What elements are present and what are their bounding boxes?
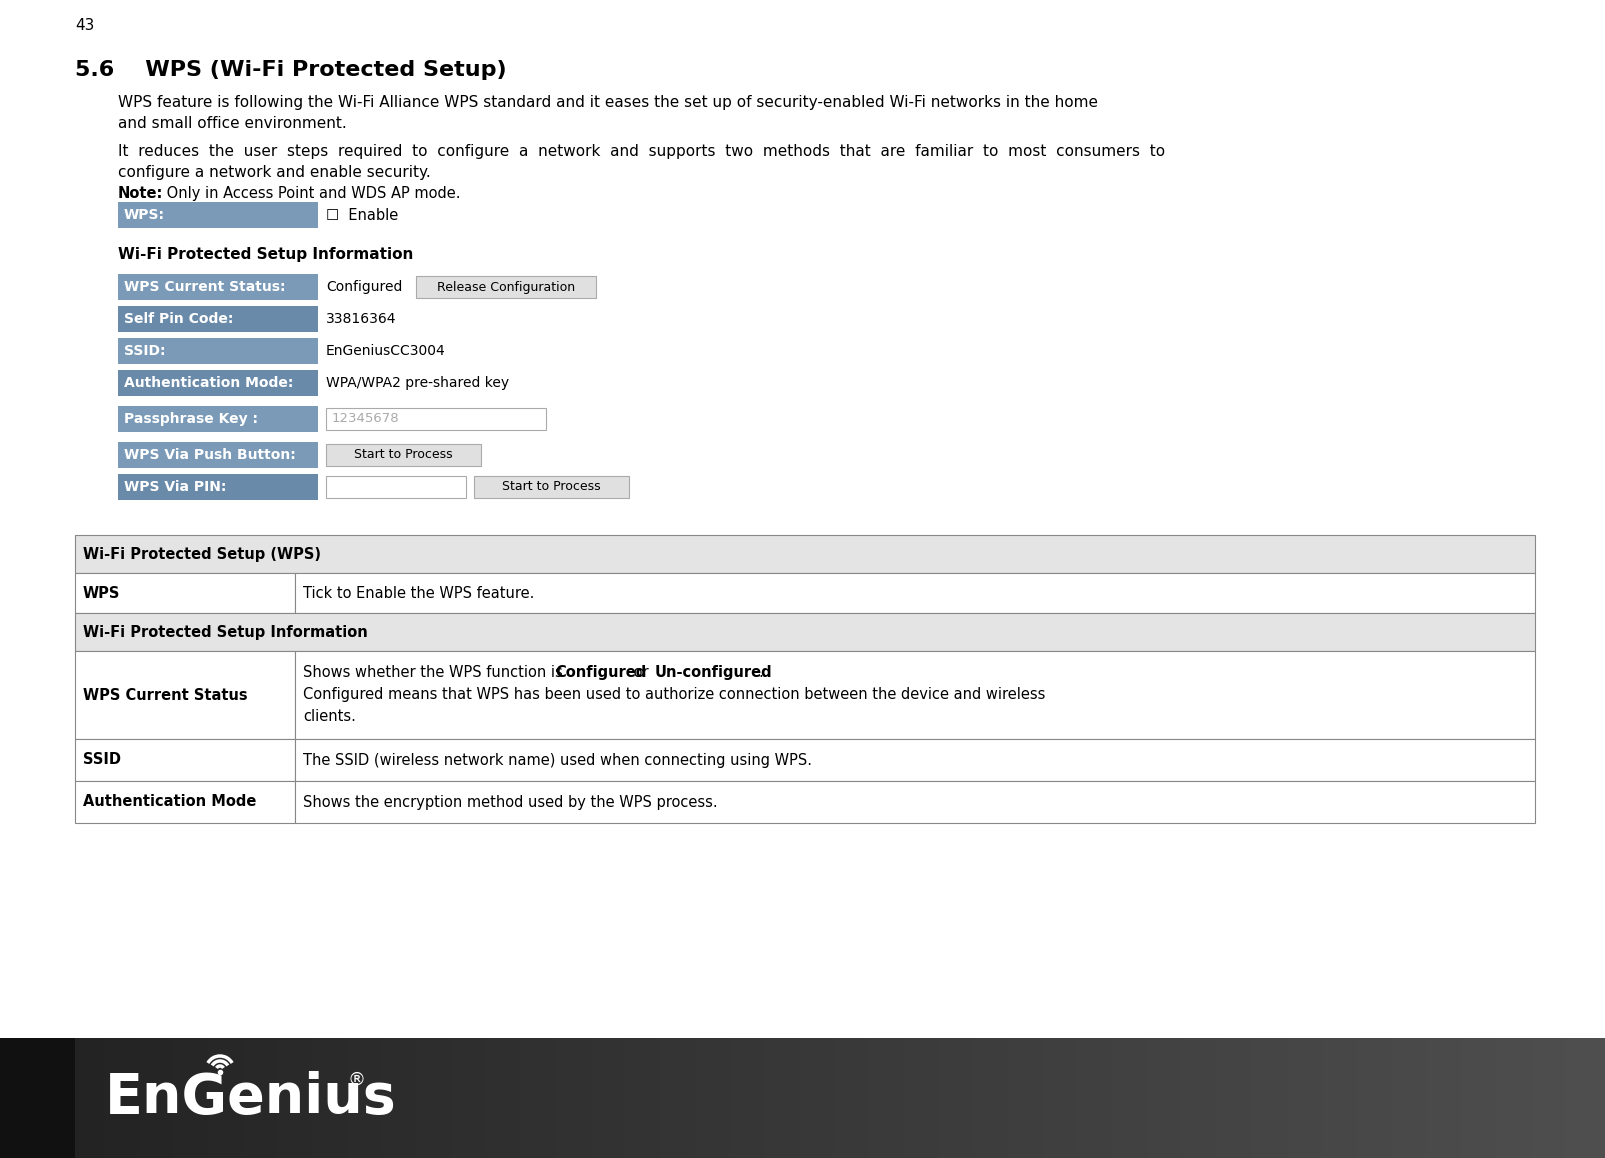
Text: Self Pin Code:: Self Pin Code: (124, 312, 233, 327)
Text: SSID: SSID (83, 753, 120, 768)
Text: Note:: Note: (117, 186, 164, 201)
Bar (117, 306, 318, 332)
Text: WPS Via PIN:: WPS Via PIN: (124, 481, 226, 494)
Text: Wi-Fi Protected Setup Information: Wi-Fi Protected Setup Information (117, 247, 412, 262)
Text: ☐  Enable: ☐ Enable (326, 207, 398, 222)
Text: The SSID (wireless network name) used when connecting using WPS.: The SSID (wireless network name) used wh… (303, 753, 812, 768)
Text: WPS feature is following the Wi-Fi Alliance WPS standard and it eases the set up: WPS feature is following the Wi-Fi Allia… (117, 95, 1098, 110)
Bar (326, 408, 546, 430)
Text: clients.: clients. (303, 709, 356, 724)
Text: or: or (629, 665, 653, 680)
Text: Configured: Configured (555, 665, 645, 680)
Text: It  reduces  the  user  steps  required  to  configure  a  network  and  support: It reduces the user steps required to co… (117, 144, 1164, 159)
Text: WPS Via Push Button:: WPS Via Push Button: (124, 448, 295, 462)
Text: Authentication Mode:: Authentication Mode: (124, 376, 294, 390)
Text: Release Configuration: Release Configuration (437, 280, 575, 293)
Text: WPA/WPA2 pre-shared key: WPA/WPA2 pre-shared key (326, 376, 509, 390)
Bar (117, 201, 318, 228)
Bar (117, 406, 318, 432)
Bar (117, 338, 318, 364)
Text: Start to Process: Start to Process (502, 481, 600, 493)
Text: .: . (758, 665, 762, 680)
Text: Shows whether the WPS function is: Shows whether the WPS function is (303, 665, 567, 680)
Text: 43: 43 (75, 19, 95, 32)
Bar (295, 780, 1534, 823)
Text: Authentication Mode: Authentication Mode (83, 794, 257, 809)
Text: WPS Current Status:: WPS Current Status: (124, 280, 286, 294)
Text: 5.6    WPS (Wi-Fi Protected Setup): 5.6 WPS (Wi-Fi Protected Setup) (75, 60, 506, 80)
Text: Wi-Fi Protected Setup Information: Wi-Fi Protected Setup Information (83, 624, 368, 639)
Text: WPS: WPS (83, 586, 120, 601)
Text: Shows the encryption method used by the WPS process.: Shows the encryption method used by the … (303, 794, 717, 809)
Text: WPS Current Status: WPS Current Status (83, 688, 247, 703)
Text: SSID:: SSID: (124, 344, 165, 358)
Text: Passphrase Key :: Passphrase Key : (124, 412, 258, 426)
Bar (326, 476, 465, 498)
Text: WPS:: WPS: (124, 208, 165, 222)
Bar (117, 371, 318, 396)
Bar (75, 535, 1534, 573)
Bar (295, 739, 1534, 780)
Bar (75, 739, 295, 780)
Bar (473, 476, 629, 498)
Text: and small office environment.: and small office environment. (117, 116, 347, 131)
Bar (416, 276, 595, 298)
Bar (117, 274, 318, 300)
Bar (295, 573, 1534, 613)
Text: 12345678: 12345678 (332, 412, 400, 425)
Text: Un-configured: Un-configured (655, 665, 772, 680)
Text: EnGeniusCC3004: EnGeniusCC3004 (326, 344, 446, 358)
Bar (117, 442, 318, 468)
Text: configure a network and enable security.: configure a network and enable security. (117, 164, 430, 179)
Text: 33816364: 33816364 (326, 312, 396, 327)
Bar (75, 573, 295, 613)
Bar (326, 444, 482, 466)
Text: Tick to Enable the WPS feature.: Tick to Enable the WPS feature. (303, 586, 534, 601)
Bar (75, 651, 295, 739)
Text: ®: ® (348, 1071, 366, 1089)
Bar (0, 1038, 75, 1158)
Bar (75, 613, 1534, 651)
Bar (75, 780, 295, 823)
Text: Start to Process: Start to Process (355, 448, 453, 462)
Bar (117, 474, 318, 500)
Text: Configured: Configured (326, 280, 403, 294)
Text: Configured means that WPS has been used to authorize connection between the devi: Configured means that WPS has been used … (303, 687, 1045, 702)
Text: Wi-Fi Protected Setup (WPS): Wi-Fi Protected Setup (WPS) (83, 547, 321, 562)
Bar (295, 651, 1534, 739)
Text: EnGenius: EnGenius (104, 1071, 396, 1126)
Text: Only in Access Point and WDS AP mode.: Only in Access Point and WDS AP mode. (162, 186, 461, 201)
